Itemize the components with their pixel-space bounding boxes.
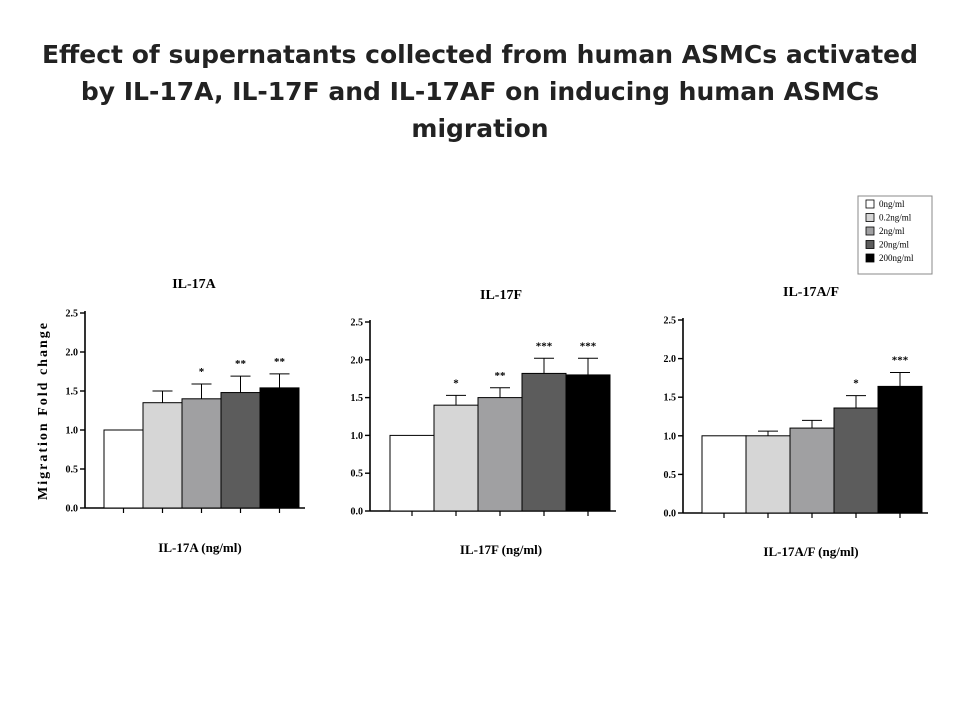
bar — [259, 387, 300, 509]
legend-swatch — [865, 213, 875, 222]
y-tick-label: 0.0 — [351, 507, 364, 518]
x-axis-label: IL-17A (ng/ml) — [158, 540, 241, 555]
bar — [433, 404, 479, 512]
y-tick-label: 0.0 — [664, 509, 677, 520]
bar — [220, 392, 261, 509]
y-tick-label: 1.0 — [351, 431, 364, 442]
x-axis-label: IL-17F (ng/ml) — [460, 542, 542, 557]
y-tick-label: 1.0 — [66, 426, 79, 437]
y-tick-label: 1.5 — [351, 393, 364, 404]
chart-panel-1: IL-17A IL-17A (ng/ml) Migration Fold chang… — [36, 277, 305, 555]
y-tick-label: 0.0 — [66, 504, 79, 515]
significance-marker: * — [199, 366, 205, 378]
legend-label: 0ng/ml — [879, 199, 905, 209]
y-tick-label: 2.5 — [66, 309, 79, 320]
legend-label: 2ng/ml — [879, 226, 905, 236]
legend: 0ng/ml 0.2ng/ml 2ng/ml 20ng/ml 200ng/ml — [857, 195, 933, 275]
panels: IL-17A IL-17A (ng/ml) Migration Fold chang… — [36, 277, 928, 559]
legend-swatch — [865, 226, 875, 236]
y-tick-label: 0.5 — [351, 469, 364, 480]
panel-title: IL-17A — [172, 277, 216, 292]
y-tick-label: 0.5 — [66, 465, 79, 476]
significance-marker: ** — [235, 358, 247, 370]
legend-swatch — [865, 253, 875, 263]
bar — [142, 402, 183, 509]
chart-panel-3: IL-17A/F IL-17A/F (ng/ml) 0.0 0.5 1.0 1.5 2.0 2… — [664, 285, 928, 559]
significance-marker: ** — [274, 356, 286, 368]
y-tick-label: 2.0 — [66, 348, 79, 359]
bar — [181, 398, 222, 509]
significance-marker: * — [853, 378, 859, 390]
bar — [565, 374, 611, 512]
bar — [103, 429, 144, 509]
panel-title: IL-17F — [480, 288, 522, 303]
bar — [833, 407, 879, 514]
bar — [389, 434, 435, 512]
slide-title: Effect of supernatants collected from hu… — [41, 40, 919, 143]
bar — [701, 435, 747, 514]
significance-marker: *** — [580, 340, 597, 352]
bar — [477, 397, 523, 512]
legend-label: 0.2ng/ml — [879, 213, 912, 223]
y-axis-label: Migration Fold change — [36, 321, 51, 500]
legend-label: 200ng/ml — [879, 253, 914, 263]
panel-title: IL-17A/F — [783, 285, 839, 300]
y-tick-label: 2.5 — [351, 318, 364, 329]
bar — [745, 435, 791, 514]
y-tick-label: 1.0 — [664, 431, 677, 442]
legend-swatch — [865, 199, 875, 209]
legend-swatch — [865, 240, 875, 249]
bar — [521, 372, 567, 512]
y-tick-label: 1.5 — [664, 393, 677, 404]
bar — [789, 427, 835, 514]
y-tick-label: 1.5 — [66, 387, 79, 398]
bar — [877, 385, 923, 514]
y-tick-label: 2.0 — [351, 355, 364, 366]
y-tick-label: 2.0 — [664, 354, 677, 365]
legend-label: 20ng/ml — [879, 240, 910, 250]
significance-marker: ** — [495, 370, 507, 382]
y-tick-label: 0.5 — [664, 470, 677, 481]
significance-marker: *** — [892, 354, 909, 366]
significance-marker: * — [453, 377, 459, 389]
x-axis-label: IL-17A/F (ng/ml) — [763, 544, 858, 559]
y-tick-label: 2.5 — [664, 316, 677, 327]
significance-marker: *** — [536, 340, 553, 352]
